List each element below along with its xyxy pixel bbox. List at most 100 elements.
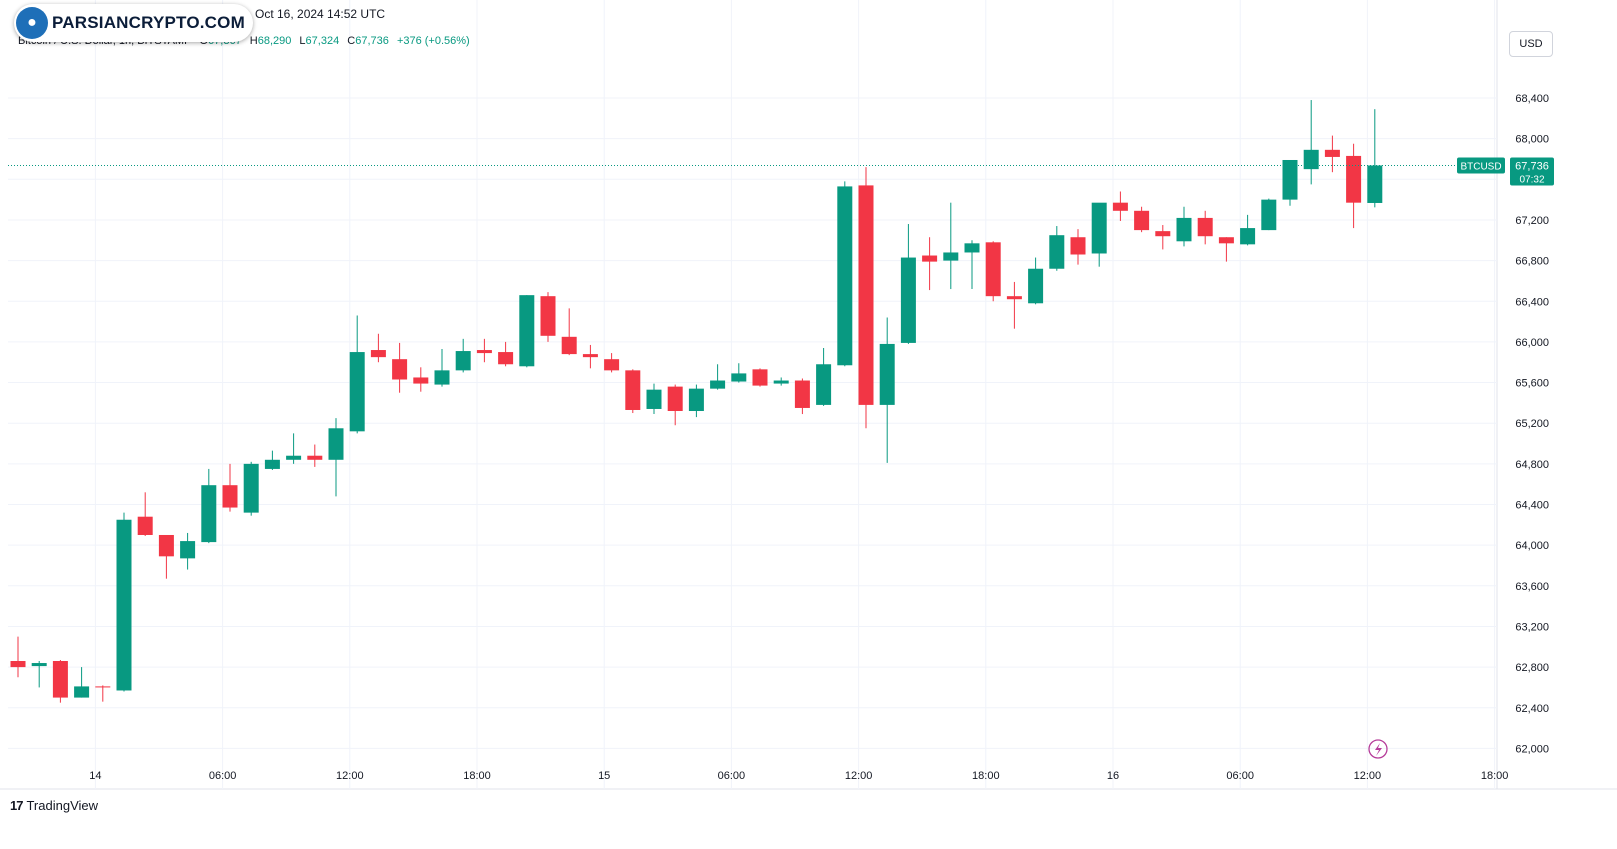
candle-down: [137, 492, 153, 537]
candle-body: [625, 370, 641, 410]
candle-body: [243, 463, 259, 513]
candle-down: [1218, 237, 1234, 262]
candle-down: [95, 685, 111, 702]
candle-down: [985, 241, 1001, 302]
candle-body: [180, 541, 196, 559]
symbol-tag-text: BTCUSD: [1460, 161, 1501, 172]
price-tick-label: 68,400: [1515, 93, 1549, 105]
candle-body: [1176, 217, 1192, 242]
candle-body: [1006, 296, 1022, 300]
candle-body: [1218, 237, 1234, 244]
price-tick-label: 66,800: [1515, 256, 1549, 268]
currency-button[interactable]: USD: [1509, 31, 1553, 57]
candle-up: [710, 364, 726, 390]
candle-body: [688, 388, 704, 412]
candle-down: [370, 333, 386, 363]
candle-up: [1028, 257, 1044, 305]
time-tick-label: 14: [89, 770, 101, 782]
candle-body: [837, 186, 853, 366]
candle-body: [519, 295, 535, 367]
candle-body: [1346, 155, 1362, 203]
price-tick-label: 64,400: [1515, 500, 1549, 512]
candle-up: [180, 532, 196, 570]
candle-body: [1112, 202, 1128, 211]
candle-up: [731, 363, 747, 383]
candle-body: [1091, 202, 1107, 254]
candle-body: [943, 252, 959, 261]
candle-down: [222, 463, 238, 512]
candle-up: [816, 347, 832, 406]
watermark-logo: ● PARSIANCRYPTO.COM: [14, 4, 253, 42]
price-tick-label: 62,800: [1515, 662, 1549, 674]
high-value: 68,290: [257, 35, 292, 47]
lightning-icon[interactable]: [1368, 739, 1388, 759]
candle-body: [1134, 210, 1150, 231]
tradingview-footer[interactable]: 17 TradingView: [10, 798, 98, 813]
candle-down: [1006, 281, 1022, 329]
price-tick-label: 64,800: [1515, 459, 1549, 471]
candle-down: [1324, 135, 1340, 173]
last-price-line: BTCUSD 67,736 07:32: [8, 157, 1554, 186]
candle-body: [1303, 149, 1319, 170]
candle-up: [1261, 198, 1277, 231]
candle-down: [667, 384, 683, 426]
candle-down: [1070, 229, 1086, 265]
time-tick-label: 12:00: [336, 770, 364, 782]
candle-down: [625, 369, 641, 414]
time-tick-label: 12:00: [1354, 770, 1382, 782]
candle-down: [1197, 210, 1213, 245]
candle-body: [879, 343, 895, 405]
price-tick-label: 68,000: [1515, 134, 1549, 146]
candle-down: [1112, 191, 1128, 221]
candle-body: [1367, 165, 1383, 203]
candle-body: [434, 370, 450, 385]
candle-up: [688, 384, 704, 418]
candle-body: [52, 661, 68, 698]
candle-body: [1028, 268, 1044, 304]
candle-body: [349, 352, 365, 432]
time-axis: 14 06:00 12:00 18:00 15 06:00 12:00 18:00 16 06:0…: [89, 770, 1508, 782]
candle-down: [858, 167, 874, 429]
candle-body: [307, 455, 323, 460]
candle-body: [964, 243, 980, 253]
candle-up: [879, 317, 895, 463]
candle-body: [222, 485, 238, 508]
candle-up: [74, 667, 90, 698]
chart-grid: [0, 0, 1617, 790]
candle-body: [1049, 235, 1065, 269]
price-tick-label: 63,200: [1515, 621, 1549, 633]
candle-up: [349, 315, 365, 434]
tradingview-logo-icon: 17: [10, 798, 24, 813]
candle-up: [243, 461, 259, 516]
candle-up: [943, 202, 959, 290]
candle-body: [710, 380, 726, 389]
candle-body: [604, 359, 620, 371]
candle-body: [95, 686, 111, 688]
time-tick-label: 18:00: [1481, 770, 1509, 782]
price-tick-label: 65,200: [1515, 418, 1549, 430]
price-tag-countdown: 07:32: [1519, 174, 1544, 185]
close-value: 67,736: [355, 35, 389, 47]
candle-up: [837, 181, 853, 367]
candle-body: [137, 516, 153, 535]
candle-body: [370, 350, 386, 358]
low-value: 67,324: [305, 35, 340, 47]
candle-up: [286, 433, 302, 464]
logo-icon: ●: [16, 7, 48, 39]
candle-up: [1367, 109, 1383, 208]
candle-body: [794, 380, 810, 408]
candle-body: [455, 351, 471, 371]
low-label: L: [299, 35, 306, 47]
candle-body: [10, 661, 26, 668]
candle-up: [31, 661, 47, 688]
time-tick-label: 12:00: [845, 770, 873, 782]
candle-body: [116, 519, 132, 691]
price-tick-label: 66,400: [1515, 296, 1549, 308]
candle-up: [328, 418, 344, 497]
candle-body: [858, 185, 874, 405]
candle-up: [1282, 159, 1298, 206]
candle-body: [392, 359, 408, 380]
candle-body: [731, 373, 747, 382]
price-tick-label: 64,000: [1515, 540, 1549, 552]
